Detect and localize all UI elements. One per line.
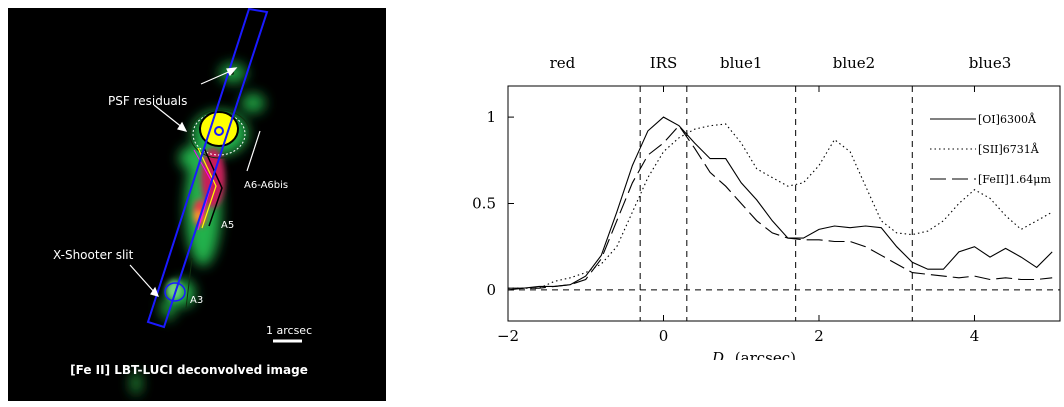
image-caption: [Fe II] LBT-LUCI deconvolved image — [70, 363, 308, 377]
line-profile-chart: red IRS blue1 blue2 blue3 −2 0 2 4 0 0.5 1 [OI]630… — [440, 40, 1064, 367]
xshooter-slit — [146, 7, 269, 329]
series-line-0 — [508, 116, 1053, 289]
region-label: blue3 — [969, 54, 1011, 72]
legend-label-2: [FeII]1.64μm — [978, 173, 1051, 186]
label-psf-residuals: PSF residuals — [108, 94, 187, 108]
legend-label-0: [OI]6300Å — [978, 112, 1037, 126]
region-label: blue2 — [833, 54, 875, 72]
label-a3: A3 — [190, 295, 203, 306]
feii-image-panel: PSF residuals A6-A6bis A5 X-Shooter slit… — [8, 7, 386, 401]
legend-label-1: [SII]6731Å — [978, 142, 1040, 156]
label-xshooter: X-Shooter slit — [53, 248, 134, 262]
peak-knot — [199, 111, 239, 147]
x-axis-variable: D — [711, 349, 724, 360]
series-lines — [507, 116, 1053, 291]
x-tick-label: −2 — [497, 327, 519, 345]
region-separators — [639, 86, 913, 321]
series-line-2 — [507, 124, 1053, 291]
y-tick-label: 0 — [486, 281, 496, 299]
x-axis-label: D (arcsec) — [711, 349, 796, 360]
x-axis-unit: (arcsec) — [735, 349, 796, 360]
a3-marker — [164, 282, 186, 302]
feii-image: PSF residuals A6-A6bis A5 X-Shooter slit… — [8, 7, 386, 401]
y-tick-label: 1 — [486, 108, 496, 126]
x-tick-label: 4 — [970, 327, 980, 345]
series-line-1 — [508, 123, 1053, 289]
legend: [OI]6300Å [SII]6731Å [FeII]1.64μm — [930, 112, 1051, 186]
x-tick-label: 2 — [814, 327, 824, 345]
chart-svg: red IRS blue1 blue2 blue3 −2 0 2 4 0 0.5 1 [OI]630… — [472, 54, 1061, 367]
region-labels: red IRS blue1 blue2 blue3 — [550, 54, 1012, 72]
axis-ticks: −2 0 2 4 0 0.5 1 — [472, 86, 979, 345]
x-tick-label: 0 — [659, 327, 669, 345]
label-a5: A5 — [221, 220, 234, 231]
irs-marker — [214, 126, 224, 136]
annotation-arrows — [129, 67, 261, 297]
label-scale: 1 arcsec — [266, 324, 312, 337]
region-label: blue1 — [720, 54, 762, 72]
region-label: red — [550, 54, 576, 72]
label-a6: A6-A6bis — [244, 180, 288, 191]
y-tick-label: 0.5 — [472, 195, 496, 213]
region-label: IRS — [650, 54, 678, 72]
